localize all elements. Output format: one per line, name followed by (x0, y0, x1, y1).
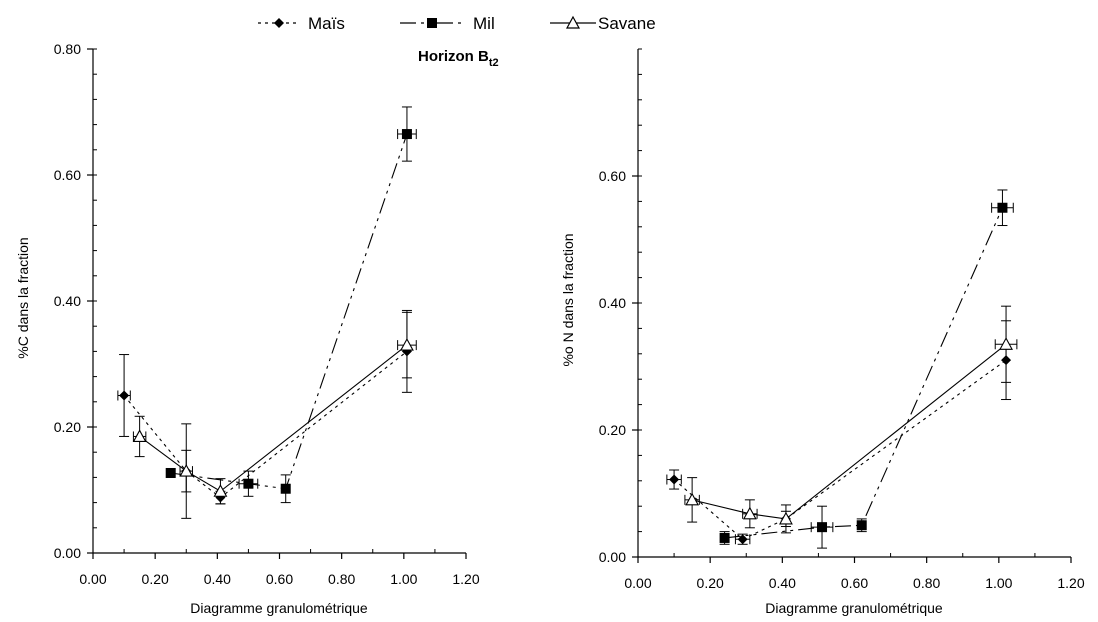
legend-marker-savane (565, 15, 581, 29)
y-tick-label: 0.40 (54, 293, 81, 309)
series-triangle (684, 305, 1018, 534)
legend-marker-mil (427, 18, 437, 28)
y-tick-label: 0.40 (599, 295, 626, 311)
data-point-triangle (685, 492, 700, 506)
x-tick-label: 0.80 (328, 571, 355, 587)
data-point-triangle (779, 511, 793, 525)
x-axis-title: Diagramme granulométrique (190, 600, 368, 616)
x-tick-label: 1.00 (985, 575, 1012, 591)
horizon-title-base: Horizon B (418, 48, 489, 65)
legend-item-mil: Mil (400, 14, 495, 33)
x-tick-label: 0.80 (913, 575, 940, 591)
data-point-triangle (179, 463, 194, 477)
chart-carbon-panel: 0.00 0.20 0.40 0.60 0.80 0.00 0.20 0.40 0.60 0.80… (15, 41, 480, 616)
series-line (691, 343, 1007, 520)
x-tick-label: 0.40 (204, 571, 231, 587)
data-point-triangle (999, 337, 1013, 350)
y-axis-title: %C dans la fraction (15, 237, 31, 358)
series-line (139, 344, 408, 492)
legend-marker-mais (274, 18, 284, 28)
data-point-square (243, 478, 254, 489)
data-point-diamond (119, 390, 130, 401)
data-point-square (165, 467, 176, 478)
data-point-square (817, 522, 828, 533)
data-point-square (401, 129, 412, 140)
x-axis-title: Diagramme granulométrique (765, 600, 943, 616)
series-line (724, 207, 1003, 539)
horizon-title: Horizon Bt2 (418, 48, 499, 69)
chart-nitrogen-panel: 0.00 0.20 0.40 0.60 0.00 0.20 0.40 0.60 0.80 1.00… (560, 48, 1085, 616)
legend: Maïs Mil Savane (258, 14, 656, 33)
y-tick-label: 0.80 (54, 41, 81, 57)
series-triangle (132, 311, 417, 505)
data-point-triangle (213, 484, 228, 497)
legend-label-savane: Savane (598, 14, 656, 33)
x-tick-label: 1.20 (452, 571, 479, 587)
x-tick-label: 0.00 (624, 575, 651, 591)
x-tick-label: 1.20 (1057, 575, 1084, 591)
x-tick-label: 0.40 (769, 575, 796, 591)
data-point-triangle (400, 337, 414, 351)
series-square (165, 106, 417, 504)
series-diamond (117, 309, 412, 519)
y-tick-label: 0.00 (599, 549, 626, 565)
y-tick-label: 0.60 (54, 167, 81, 183)
data-point-square (856, 520, 867, 531)
data-point-triangle (132, 429, 147, 442)
y-tick-label: 0.60 (599, 168, 626, 184)
y-tick-label: 0.00 (54, 545, 81, 561)
x-tick-label: 0.60 (841, 575, 868, 591)
y-axis-title: %o N dans la fraction (560, 233, 576, 366)
x-tick-label: 0.20 (142, 571, 169, 587)
series-line (123, 350, 408, 499)
x-tick-label: 0.00 (79, 571, 106, 587)
legend-label-mais: Maïs (308, 14, 345, 33)
legend-item-savane: Savane (550, 14, 656, 33)
data-point-square (997, 202, 1008, 213)
y-tick-label: 0.20 (599, 422, 626, 438)
data-point-triangle (742, 506, 757, 520)
series-square (719, 189, 1014, 549)
y-tick-label: 0.20 (54, 419, 81, 435)
series-line (673, 359, 1007, 540)
horizon-title-subscript: t2 (489, 57, 499, 69)
legend-label-mil: Mil (473, 14, 495, 33)
x-tick-label: 1.00 (390, 571, 417, 587)
data-point-diamond (669, 474, 680, 485)
series-diamond (666, 320, 1012, 545)
x-tick-label: 0.60 (266, 571, 293, 587)
x-tick-label: 0.20 (697, 575, 724, 591)
series-line (170, 133, 408, 490)
legend-item-mais: Maïs (258, 14, 345, 33)
data-point-square (719, 532, 730, 543)
data-point-square (280, 483, 291, 494)
